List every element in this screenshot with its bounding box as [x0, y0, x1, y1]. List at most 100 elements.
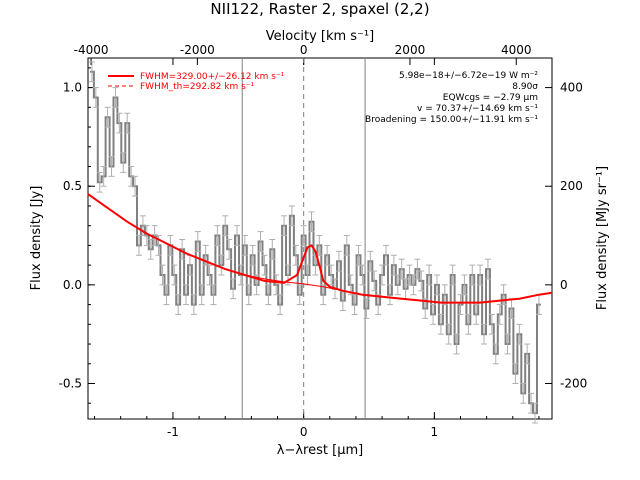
- data-point: [445, 323, 452, 345]
- right-axis: -200 0 200 400: [545, 81, 587, 390]
- data-point: [230, 278, 237, 300]
- data-point: [120, 152, 127, 173]
- data-point: [359, 264, 366, 286]
- data-point: [249, 244, 256, 266]
- data-point: [132, 175, 139, 197]
- velocity-tick-label: 4000: [501, 43, 532, 57]
- data-point: [241, 235, 248, 256]
- legend: FWHM=329.00+/−26.12 km s⁻¹ FWHM_th=292.8…: [108, 72, 285, 92]
- data-point: [171, 264, 178, 286]
- data-point: [100, 165, 107, 187]
- data-point: [288, 205, 295, 227]
- data-point: [190, 294, 197, 315]
- data-point: [218, 254, 225, 276]
- data-point: [343, 235, 350, 256]
- data-point: [426, 264, 433, 286]
- data-point: [524, 343, 531, 365]
- data-point: [210, 284, 217, 306]
- velocity-tick-label: -2000: [180, 43, 215, 57]
- annotation-flux: 5.98e−18+/−6.72e−19 W m⁻²: [399, 71, 538, 81]
- data-point: [277, 294, 284, 315]
- data-point: [433, 274, 440, 296]
- data-point: [308, 211, 315, 233]
- data-point: [492, 343, 499, 365]
- data-point: [92, 87, 99, 108]
- data-point: [449, 264, 456, 286]
- data-point: [477, 264, 484, 286]
- fit-line: [87, 193, 553, 304]
- data-point: [528, 392, 535, 414]
- data-point: [281, 215, 288, 237]
- left-axis: -0.5 0.0 0.5 1.0: [59, 67, 95, 404]
- data-point: [179, 238, 186, 260]
- data-point: [504, 333, 511, 355]
- velocity-tick-label: 2000: [395, 43, 426, 57]
- data-point: [124, 112, 131, 134]
- data-point: [88, 61, 95, 83]
- y-tick-label: -0.5: [59, 376, 82, 390]
- y-tick-label: 0.0: [63, 278, 82, 292]
- data-point: [484, 258, 491, 280]
- data-point: [296, 284, 303, 306]
- data-point: [406, 264, 413, 286]
- data-point: [194, 231, 201, 252]
- data-point: [441, 284, 448, 306]
- chart-title: NII122, Raster 2, spaxel (2,2): [210, 0, 429, 18]
- y-axis-label: Flux density [Jy]: [29, 186, 44, 291]
- annotation-eqw: EQWcgs = −2.79 μm: [443, 93, 538, 103]
- data-point: [183, 284, 190, 306]
- data-point: [414, 258, 421, 280]
- data-point: [226, 238, 233, 260]
- right-tick-label: 0: [560, 278, 568, 292]
- fit-series: [87, 193, 553, 304]
- data-point: [214, 225, 221, 246]
- data-point: [198, 284, 205, 306]
- data-point: [163, 284, 170, 306]
- annotation-sigma: 8.90σ: [512, 82, 538, 92]
- data-point: [292, 244, 299, 266]
- data-point: [147, 238, 154, 260]
- data-point: [261, 254, 268, 276]
- annotation-broadening: Broadening = 150.00+/−11.91 km s⁻¹: [365, 115, 538, 125]
- x-tick-label: -1: [167, 425, 179, 439]
- velocity-tick-label: -4000: [74, 43, 109, 57]
- data-point: [128, 165, 135, 187]
- data-point: [363, 298, 370, 319]
- annotations: 5.98e−18+/−6.72e−19 W m⁻² 8.90σ EQWcgs =…: [365, 71, 538, 125]
- data-point: [469, 264, 476, 286]
- data-point: [410, 274, 417, 296]
- data-point: [453, 333, 460, 355]
- data-point: [383, 244, 390, 266]
- data-point: [265, 284, 272, 306]
- data-point: [418, 270, 425, 292]
- velocity-tick-label: 0: [300, 43, 308, 57]
- data-point: [394, 274, 401, 296]
- data-point: [245, 284, 252, 306]
- data-point: [532, 402, 539, 424]
- data-point: [473, 304, 480, 325]
- data-point: [488, 313, 495, 335]
- legend-label-1: FWHM_th=292.82 km s⁻¹: [140, 82, 255, 92]
- plot-frame: [87, 57, 553, 420]
- data-point: [96, 171, 103, 193]
- data-point: [437, 313, 444, 335]
- data-point: [151, 225, 158, 246]
- data-point: [461, 274, 468, 296]
- data-point: [430, 304, 437, 325]
- data-point: [143, 225, 150, 246]
- right-tick-label: -200: [560, 376, 587, 390]
- data-point: [234, 225, 241, 246]
- right-tick-label: 400: [560, 81, 583, 95]
- data-point: [104, 106, 111, 128]
- data-point: [112, 87, 119, 108]
- data-point: [500, 284, 507, 306]
- continuum-line: [244, 274, 363, 296]
- data-point: [269, 238, 276, 260]
- data-point: [351, 294, 358, 315]
- right-tick-label: 200: [560, 179, 583, 193]
- data-point: [465, 313, 472, 335]
- legend-label-0: FWHM=329.00+/−26.12 km s⁻¹: [140, 72, 285, 82]
- data-point: [222, 215, 229, 237]
- y-tick-label: 0.5: [63, 179, 82, 193]
- top-axis-label: Velocity [km s⁻¹]: [266, 29, 374, 44]
